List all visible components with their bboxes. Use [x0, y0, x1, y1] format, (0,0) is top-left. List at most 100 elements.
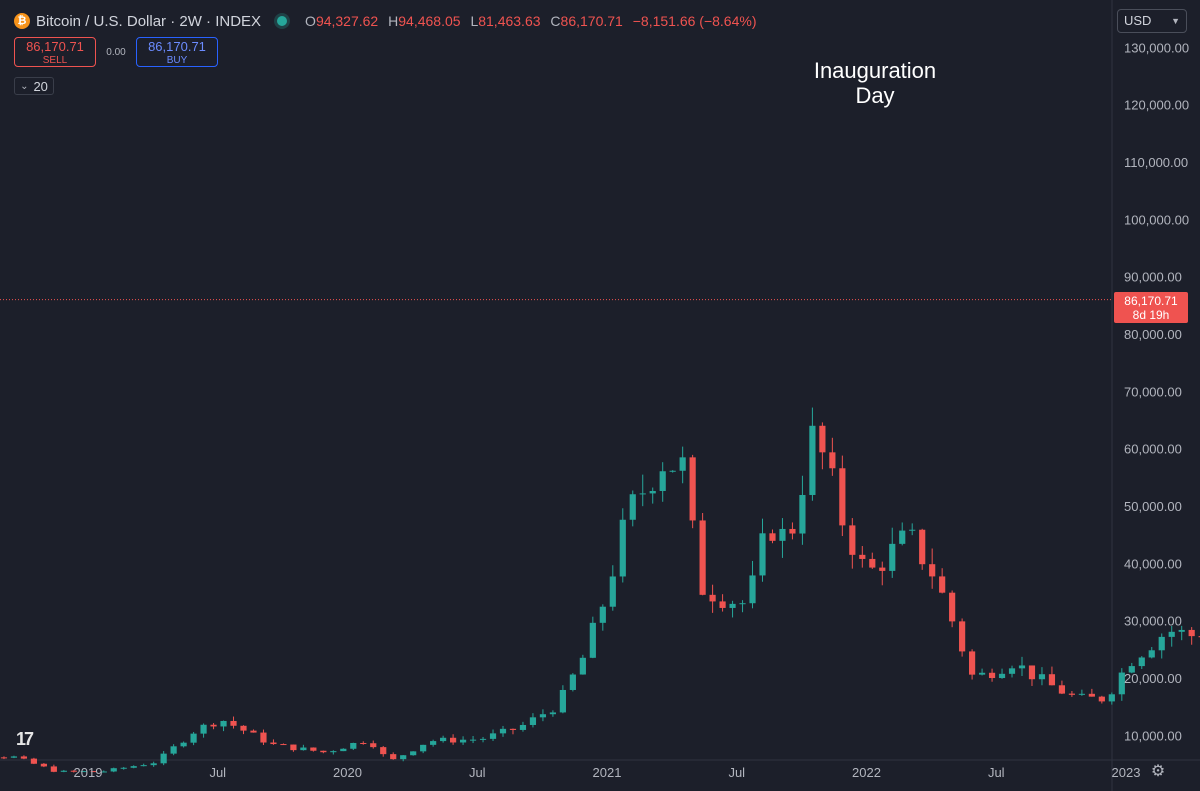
candle-body: [20, 756, 28, 759]
candle: [1138, 656, 1145, 670]
candle-body: [130, 766, 137, 768]
candle: [1018, 656, 1026, 677]
high-value: 94,468.05: [398, 13, 461, 29]
candle-body: [1158, 636, 1165, 651]
candle: [140, 763, 147, 767]
candle: [280, 743, 287, 746]
candle-body: [1168, 631, 1175, 637]
candle-body: [549, 712, 556, 715]
candle-body: [190, 733, 197, 743]
candle: [819, 422, 826, 470]
x-tick-label: Jul: [988, 765, 1005, 780]
x-tick-label: 2021: [593, 765, 622, 780]
candle: [919, 528, 926, 570]
candle: [1198, 636, 1200, 638]
candle-body: [479, 738, 487, 740]
indicator-toggle[interactable]: ⌄ 20: [14, 77, 54, 95]
candle-body: [220, 720, 227, 727]
candle: [809, 407, 816, 501]
candle: [1038, 667, 1046, 686]
candle: [160, 751, 167, 766]
x-tick-label: Jul: [728, 765, 745, 780]
candle: [669, 470, 676, 473]
candle: [729, 600, 736, 618]
candle-body: [749, 575, 756, 604]
candle: [629, 490, 636, 527]
candle: [909, 523, 916, 536]
candle-body: [469, 739, 477, 741]
price-axis[interactable]: 10,000.00 20,000.00 30,000.00 40,000.00 50,0…: [1124, 40, 1189, 743]
candle: [869, 552, 876, 569]
candle: [499, 725, 507, 737]
candle-body: [759, 533, 766, 576]
candle: [190, 731, 197, 746]
candle: [80, 770, 87, 773]
candle: [230, 716, 237, 729]
candle: [180, 741, 187, 748]
candle: [1008, 665, 1016, 678]
candle-body: [90, 771, 97, 773]
candle-body: [1178, 629, 1185, 632]
candle: [459, 736, 467, 745]
chart-header: ₿ Bitcoin / U.S. Dollar · 2W · INDEX O94…: [14, 10, 763, 32]
time-axis[interactable]: Jul2019Jul2020Jul2021Jul2022Jul2023Jul20…: [0, 765, 1200, 780]
candle: [759, 518, 766, 582]
x-tick-label: Jul: [209, 765, 226, 780]
candle: [519, 721, 527, 732]
candle-body: [1088, 693, 1095, 697]
candle-body: [839, 468, 846, 526]
candle-body: [929, 564, 936, 577]
candle: [998, 668, 1006, 679]
sell-button[interactable]: 86,170.71 SELL: [14, 37, 96, 67]
candle-body: [120, 767, 127, 769]
candle-body: [290, 744, 297, 751]
candle: [619, 508, 626, 583]
candle: [440, 735, 447, 743]
candle: [290, 744, 297, 752]
candle-body: [949, 592, 956, 622]
candle-body: [609, 576, 616, 607]
y-tick-label: 90,000.00: [1124, 270, 1182, 285]
candle-body: [959, 621, 966, 652]
candle: [310, 747, 317, 752]
candle: [50, 764, 57, 773]
candle: [240, 725, 247, 735]
annotation-text: Inauguration Day: [800, 58, 950, 108]
candle: [60, 769, 67, 773]
candle-body: [240, 725, 247, 731]
candle-body: [679, 457, 686, 471]
candle: [340, 748, 347, 752]
currency-select[interactable]: USD ▼: [1117, 9, 1187, 33]
candle-body: [1048, 674, 1056, 686]
candle-body: [809, 425, 816, 495]
y-tick-label: 80,000.00: [1124, 327, 1182, 342]
candle-body: [849, 525, 856, 555]
candle: [529, 713, 537, 728]
market-status-icon[interactable]: [277, 16, 288, 26]
candle: [559, 685, 566, 714]
candle: [90, 770, 97, 773]
gear-icon[interactable]: ⚙: [1150, 763, 1166, 780]
candle-body: [529, 717, 537, 725]
candle: [569, 673, 576, 692]
candle-body: [729, 603, 736, 608]
candle: [1128, 662, 1135, 674]
buy-label: BUY: [166, 55, 188, 66]
candle-body: [539, 714, 547, 718]
candle-body: [1098, 696, 1105, 702]
close-label: C: [550, 13, 561, 29]
candle-body: [599, 606, 606, 623]
candle: [609, 565, 616, 611]
tradingview-logo-icon[interactable]: 17: [16, 729, 34, 749]
candle: [589, 616, 596, 659]
candle-body: [1018, 665, 1026, 669]
candle: [779, 518, 786, 558]
candle-body: [1008, 668, 1016, 674]
candle: [390, 752, 397, 760]
symbol-title[interactable]: Bitcoin / U.S. Dollar · 2W · INDEX: [36, 12, 262, 30]
buy-button[interactable]: 86,170.71 BUY: [136, 37, 218, 67]
x-tick-label: 2022: [852, 765, 881, 780]
candle: [879, 561, 886, 586]
high-label: H: [388, 13, 399, 29]
